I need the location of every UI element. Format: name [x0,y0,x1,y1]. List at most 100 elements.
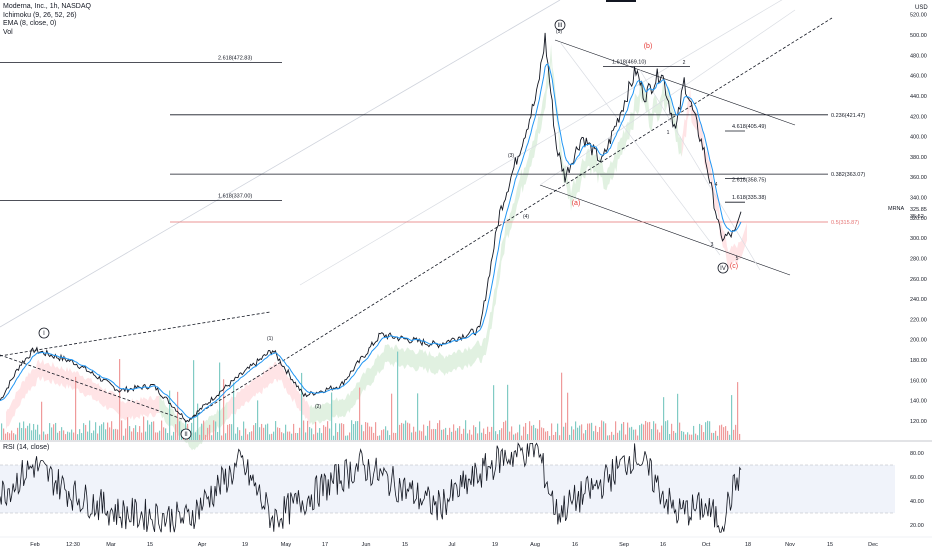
volume-bar [159,430,161,440]
wave-circle [38,327,50,339]
volume-bar [629,427,631,440]
price-axis[interactable]: 120.00 140.00 160.00 180.00 200.00 220.00 240.… [888,0,932,440]
volume-bar [489,431,491,440]
volume-bar [565,422,567,440]
volume-bar [203,420,205,440]
volume-bar [469,429,471,440]
volume-bar [513,434,515,440]
price-axis-bg [895,0,932,440]
toolbar-handle[interactable] [606,0,636,2]
volume-bar [425,435,427,440]
volume-bar [49,423,51,440]
price-tick-label: 320.00 [910,216,927,222]
volume-bar [623,422,625,440]
volume-bar [251,431,253,440]
fib-label: 0.236(421.47) [831,113,865,119]
volume-bar [141,432,143,440]
volume-bar [369,426,371,440]
volume-bar [201,423,203,440]
volume-bar [247,434,249,440]
rsi-indicator-label[interactable]: RSI (14, close) [3,444,50,451]
volume-bar [543,428,545,440]
cloud-segment [485,44,552,356]
volume-bar [523,426,525,440]
wave-label: (3) [508,153,514,159]
volume-bar [653,421,655,440]
volume-bar [437,423,439,440]
volume-bar [195,432,197,440]
time-tick-label: 15 [402,542,408,548]
volume-bar [277,427,279,440]
last-price-label: 325.85 [910,207,927,213]
volume-bar [169,390,171,440]
ema-indicator-label[interactable]: EMA (8, close, 0) [3,20,57,28]
volume-bar [19,422,21,440]
volume-bar [135,425,137,440]
volume-bar [705,422,707,440]
price-tick-label: 120.00 [910,419,927,425]
volume-bar [475,427,477,440]
volume-bar [421,431,423,440]
volume-bar [269,434,271,440]
volume-bar [93,430,95,440]
volume-bar [175,424,177,440]
price-tick-label: 500.00 [910,33,927,39]
volume-bar [309,427,311,440]
volume-bar [625,434,627,440]
volume-bar [287,431,289,440]
volume-bar [541,427,543,440]
volume-bar [301,372,303,440]
price-tick-label: 360.00 [910,175,927,181]
wave-label: 4 [715,182,718,188]
volume-bar [393,432,395,440]
symbol-tag: MRNA [888,206,905,212]
volume-bar [147,420,149,440]
wave-label: IV [720,266,726,272]
volume-bar [577,427,579,440]
volume-bar [95,422,97,440]
time-tick-label: Jul [448,542,455,548]
volume-bar [293,423,295,440]
time-tick-label: Feb [30,542,39,548]
volume-bar [659,432,661,440]
volume-bar [333,435,335,440]
symbol-title[interactable]: Moderna, Inc., 1h, NASDAQ [3,3,91,10]
volume-bar [423,424,425,440]
ichimoku-indicator-label[interactable]: Ichimoku (9, 26, 52, 26) [3,11,77,19]
volume-bar [493,385,495,440]
volume-bar [381,430,383,440]
volume-bar [241,435,243,440]
time-tick-label: Jun [362,542,371,548]
volume-bar [337,432,339,440]
rsi-band [0,465,895,513]
volume-bar [107,422,109,440]
volume-bar [3,428,5,440]
volume-bar [257,400,259,440]
time-tick-label: Aug [530,542,540,548]
volume-bar [733,429,735,440]
volume-indicator-label[interactable]: Vol [3,28,13,36]
trend-line [0,0,561,328]
volume-bar [129,426,131,440]
volume-bar [643,424,645,440]
time-axis[interactable]: Feb 12:30 Mar 15 Apr 19 May 17 Jun 15 Jul 19 Aug 16 Se… [0,536,932,548]
volume-bar [27,425,29,440]
volume-bar [729,434,731,440]
volume-bar [265,424,267,440]
volume-bar [71,429,73,440]
volume-bar [401,422,403,440]
volume-bar [89,420,91,440]
volume-bar [391,393,393,440]
volume-bar [29,423,31,440]
volume-bar [221,435,223,440]
volume-bar [343,424,345,440]
volume-bar [385,426,387,440]
volume-bar [547,431,549,440]
volume-bar [399,424,401,440]
volume-bar [319,428,321,440]
volume-bar [295,432,297,440]
volume-bar [595,425,597,440]
volume-bar [91,433,93,440]
price-tick-label: 280.00 [910,257,927,263]
